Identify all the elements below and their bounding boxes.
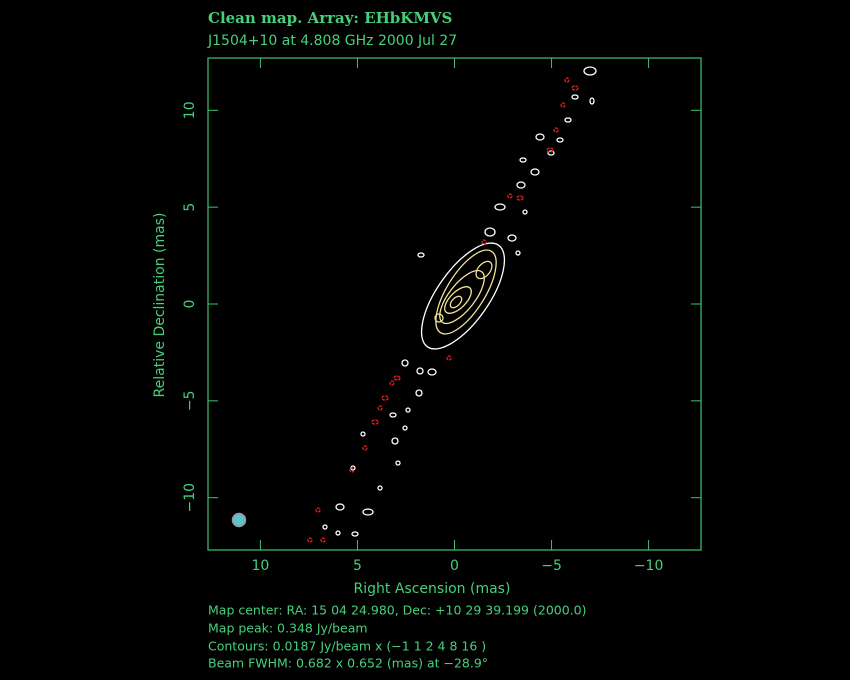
contour <box>416 367 424 375</box>
contour <box>405 407 411 413</box>
contour <box>564 117 572 123</box>
contour <box>381 395 389 401</box>
contour <box>535 133 545 141</box>
contour <box>484 227 496 237</box>
contour <box>571 94 579 100</box>
note: Map center: RA: 15 04 24.980, Dec: +10 2… <box>208 603 586 618</box>
contour <box>515 250 521 256</box>
contour <box>360 431 366 437</box>
contour <box>507 234 517 242</box>
core-contours <box>434 249 497 335</box>
x-tick-label: −5 <box>541 558 562 574</box>
contour <box>516 181 526 189</box>
chart-title: Clean map. Array: EHbKMVS <box>208 9 452 27</box>
contour <box>444 286 472 314</box>
note: Beam FWHM: 0.682 x 0.652 (mas) at −28.9° <box>208 656 488 671</box>
y-tick-label: −10 <box>182 483 198 513</box>
y-tick-label: 5 <box>182 203 198 212</box>
note: Contours: 0.0187 Jy/beam x (−1 1 2 4 8 1… <box>208 639 486 654</box>
contour <box>307 537 313 543</box>
contour <box>371 419 379 425</box>
contour <box>322 524 328 530</box>
x-tick-label: 5 <box>353 558 362 574</box>
contour <box>335 503 345 511</box>
beam <box>231 512 247 528</box>
contour <box>553 127 559 133</box>
contour <box>349 467 355 473</box>
contour <box>446 355 452 361</box>
contour <box>475 260 493 280</box>
contour <box>589 97 595 105</box>
contour <box>335 530 341 536</box>
contour <box>391 437 399 445</box>
y-tick-label: −5 <box>182 391 198 412</box>
contour <box>546 147 554 153</box>
contour <box>362 508 374 516</box>
chart-subtitle: J1504+10 at 4.808 GHz 2000 Jul 27 <box>207 33 457 49</box>
contour <box>522 209 528 215</box>
note: Map peak: 0.348 Jy/beam <box>208 621 368 636</box>
x-tick-label: 10 <box>251 558 269 574</box>
plot-frame <box>207 57 702 551</box>
contour <box>547 150 555 156</box>
contour <box>530 168 540 176</box>
y-tick-label: 0 <box>182 300 198 309</box>
contour <box>377 405 383 411</box>
contour <box>389 412 397 418</box>
contour <box>389 380 395 386</box>
contour <box>583 66 597 76</box>
contour <box>377 485 383 491</box>
contour <box>417 252 425 258</box>
contour <box>435 249 497 335</box>
contour <box>556 137 564 143</box>
contour <box>560 102 566 108</box>
contour <box>516 195 524 201</box>
contour <box>402 425 408 431</box>
contour <box>494 203 506 211</box>
contour <box>481 239 487 245</box>
contour <box>449 295 463 309</box>
contour <box>351 531 359 537</box>
x-tick-label: 0 <box>450 558 459 574</box>
contour <box>350 465 356 471</box>
y-tick-label: 10 <box>182 101 198 119</box>
contour <box>320 537 326 543</box>
contour <box>507 193 513 199</box>
contour <box>420 242 506 350</box>
y-axis-label: Relative Declination (mas) <box>152 213 168 398</box>
contours <box>307 66 597 543</box>
x-tick-label: −10 <box>634 558 664 574</box>
contour <box>393 375 401 381</box>
contour <box>519 157 527 163</box>
contour <box>395 460 401 466</box>
contour <box>315 507 321 513</box>
contour <box>439 269 485 325</box>
contour <box>427 368 437 376</box>
x-axis-label: Right Ascension (mas) <box>354 581 511 597</box>
contour <box>434 313 444 323</box>
contour <box>415 389 423 397</box>
contour <box>571 85 579 91</box>
contour <box>564 77 570 83</box>
contour <box>401 359 409 367</box>
contour <box>362 445 368 451</box>
